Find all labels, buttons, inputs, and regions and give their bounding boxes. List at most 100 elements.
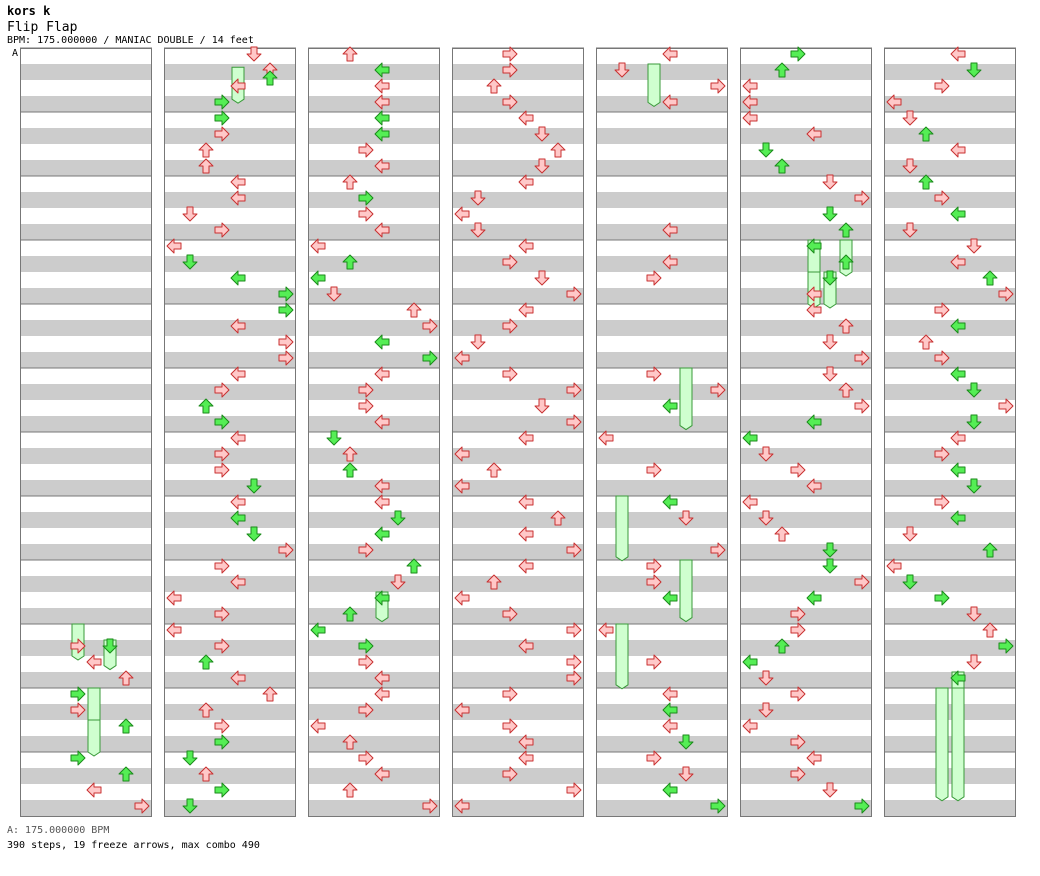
- down-arrow-icon: [326, 286, 342, 302]
- down-arrow-icon: [822, 270, 838, 286]
- up-arrow-icon: [406, 302, 422, 318]
- right-arrow-icon: [790, 462, 806, 478]
- beat-stripe: [452, 544, 584, 560]
- column-border: [308, 48, 440, 817]
- beat-stripe: [452, 288, 584, 304]
- beat-stripe: [596, 480, 728, 496]
- beat-stripe: [452, 704, 584, 720]
- beat-stripe: [452, 160, 584, 176]
- down-arrow-icon: [534, 270, 550, 286]
- right-arrow-icon: [358, 142, 374, 158]
- beat-stripe: [884, 352, 1016, 368]
- right-arrow-icon: [854, 350, 870, 366]
- left-arrow-icon: [518, 558, 534, 574]
- down-arrow-icon: [182, 798, 198, 814]
- beat-stripe: [164, 416, 296, 432]
- beat-stripe: [20, 736, 152, 752]
- beat-stripe: [308, 352, 440, 368]
- right-arrow-icon: [358, 702, 374, 718]
- beat-stripe: [740, 800, 872, 816]
- right-arrow-icon: [502, 62, 518, 78]
- beat-stripe: [740, 640, 872, 656]
- right-arrow-icon: [278, 286, 294, 302]
- right-arrow-icon: [566, 286, 582, 302]
- right-arrow-icon: [214, 382, 230, 398]
- beat-stripe: [740, 704, 872, 720]
- down-arrow-icon: [966, 478, 982, 494]
- beat-stripe: [308, 576, 440, 592]
- left-arrow-icon: [230, 430, 246, 446]
- left-arrow-icon: [806, 126, 822, 142]
- beat-stripe: [308, 672, 440, 688]
- right-arrow-icon: [934, 302, 950, 318]
- right-arrow-icon: [502, 766, 518, 782]
- song-title: Flip Flap: [7, 20, 78, 35]
- right-arrow-icon: [214, 782, 230, 798]
- left-arrow-icon: [950, 46, 966, 62]
- down-arrow-icon: [390, 574, 406, 590]
- beat-stripe: [164, 96, 296, 112]
- up-arrow-icon: [342, 46, 358, 62]
- left-arrow-icon: [742, 654, 758, 670]
- up-arrow-icon: [342, 782, 358, 798]
- right-arrow-icon: [710, 382, 726, 398]
- right-arrow-icon: [214, 606, 230, 622]
- left-arrow-icon: [518, 238, 534, 254]
- right-arrow-icon: [278, 334, 294, 350]
- right-arrow-icon: [710, 78, 726, 94]
- right-arrow-icon: [358, 542, 374, 558]
- beat-stripe: [308, 256, 440, 272]
- beat-stripe: [164, 384, 296, 400]
- up-arrow-icon: [198, 654, 214, 670]
- beat-stripe: [740, 384, 872, 400]
- right-arrow-icon: [502, 366, 518, 382]
- beat-stripe: [308, 224, 440, 240]
- beat-stripe: [884, 384, 1016, 400]
- freeze-arrow-body: [87, 719, 101, 757]
- left-arrow-icon: [454, 590, 470, 606]
- beat-stripe: [20, 288, 152, 304]
- left-arrow-icon: [374, 62, 390, 78]
- beat-stripe: [20, 544, 152, 560]
- freeze-arrow-body: [951, 687, 965, 802]
- beat-stripe: [740, 128, 872, 144]
- right-arrow-icon: [646, 366, 662, 382]
- right-arrow-icon: [358, 750, 374, 766]
- up-arrow-icon: [198, 398, 214, 414]
- beat-stripe: [740, 480, 872, 496]
- beat-stripe: [884, 512, 1016, 528]
- freeze-arrow-body: [615, 623, 629, 690]
- beat-stripe: [20, 800, 152, 816]
- left-arrow-icon: [518, 174, 534, 190]
- down-arrow-icon: [246, 526, 262, 542]
- beat-stripe: [884, 320, 1016, 336]
- left-arrow-icon: [454, 478, 470, 494]
- up-arrow-icon: [982, 542, 998, 558]
- left-arrow-icon: [86, 782, 102, 798]
- left-arrow-icon: [374, 110, 390, 126]
- left-arrow-icon: [518, 302, 534, 318]
- left-arrow-icon: [950, 670, 966, 686]
- right-arrow-icon: [566, 414, 582, 430]
- left-arrow-icon: [374, 334, 390, 350]
- up-arrow-icon: [486, 462, 502, 478]
- right-arrow-icon: [358, 382, 374, 398]
- left-arrow-icon: [374, 526, 390, 542]
- freeze-arrow-body: [87, 687, 101, 725]
- beat-stripe: [740, 224, 872, 240]
- beat-stripe: [452, 128, 584, 144]
- beat-stripe: [884, 256, 1016, 272]
- left-arrow-icon: [950, 366, 966, 382]
- right-arrow-icon: [70, 638, 86, 654]
- down-arrow-icon: [902, 110, 918, 126]
- right-arrow-icon: [214, 414, 230, 430]
- left-arrow-icon: [950, 430, 966, 446]
- freeze-arrow-body: [647, 63, 661, 108]
- beat-stripe: [884, 160, 1016, 176]
- right-arrow-icon: [70, 686, 86, 702]
- beat-stripe: [308, 160, 440, 176]
- up-arrow-icon: [774, 638, 790, 654]
- beat-stripe: [452, 736, 584, 752]
- right-arrow-icon: [646, 270, 662, 286]
- down-arrow-icon: [822, 174, 838, 190]
